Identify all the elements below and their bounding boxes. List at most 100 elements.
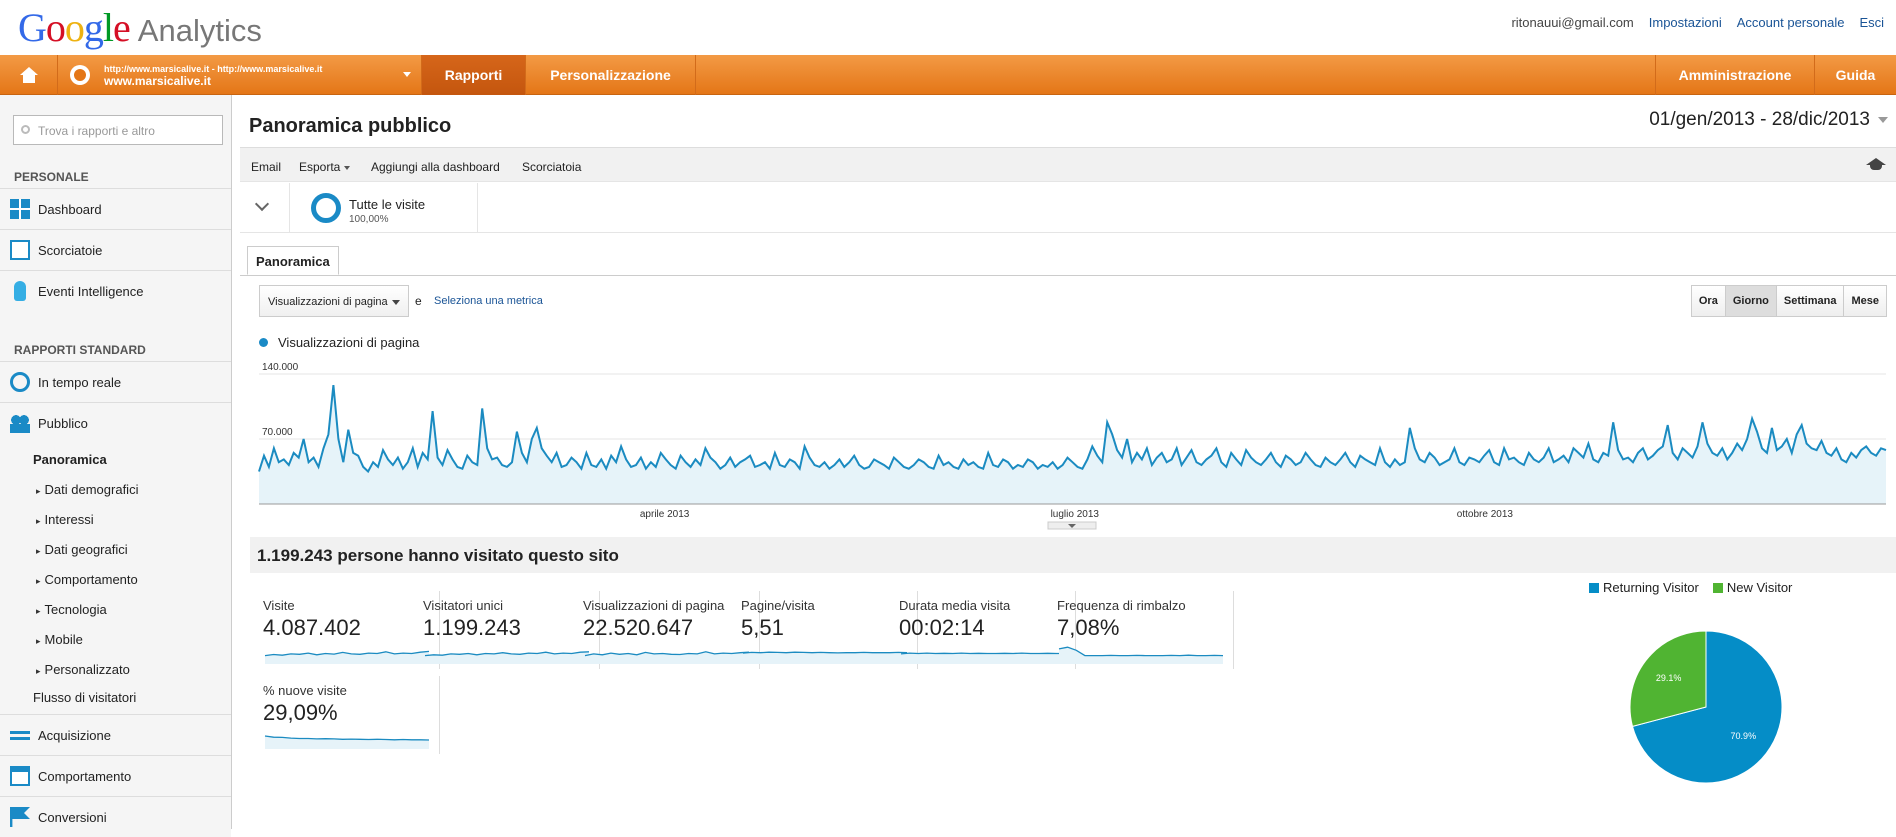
sparkline-area bbox=[265, 651, 429, 664]
people-icon bbox=[10, 413, 30, 433]
segment-all-visits[interactable]: Tutte le visite 100,00% bbox=[290, 183, 478, 233]
flag-icon bbox=[10, 807, 30, 827]
add-to-dashboard-button[interactable]: Aggiungi alla dashboard bbox=[371, 160, 500, 174]
sidebar-item-realtime[interactable]: In tempo reale bbox=[0, 361, 231, 402]
sidebar-sub-custom[interactable]: Personalizzato bbox=[36, 662, 130, 677]
metric-card[interactable]: Pagine/visita 5,51 bbox=[738, 591, 918, 669]
metric-value: 7,08% bbox=[1057, 615, 1120, 640]
segment-bar: Tutte le visite 100,00% bbox=[240, 183, 1896, 233]
metric-select[interactable]: Visualizzazioni di pagina bbox=[259, 285, 409, 317]
granularity-week[interactable]: Settimana bbox=[1776, 286, 1845, 316]
pie-slice-label: 70.9% bbox=[1731, 731, 1757, 741]
lightbulb-icon bbox=[14, 281, 26, 301]
sidebar-sub-demographics[interactable]: Dati demografici bbox=[36, 482, 139, 497]
metric-card[interactable]: Visitatori unici 1.199.243 bbox=[420, 591, 600, 669]
sidebar-item-shortcuts[interactable]: Scorciatoie bbox=[0, 229, 231, 270]
sparkline-area bbox=[425, 651, 589, 664]
sidebar-sub-interests[interactable]: Interessi bbox=[36, 512, 94, 527]
google-analytics-logo[interactable]: Google Analytics bbox=[18, 5, 262, 50]
tab-divider bbox=[240, 275, 1896, 276]
property-selector[interactable]: http://www.marsicalive.it - http://www.m… bbox=[58, 55, 422, 95]
sidebar-item-behavior[interactable]: Comportamento bbox=[0, 755, 231, 796]
date-range-picker[interactable]: 01/gen/2013 - 28/dic/2013 bbox=[1649, 109, 1888, 131]
metric-sparkline bbox=[264, 735, 430, 749]
sparkline-line bbox=[424, 651, 590, 657]
metric-value: 4.087.402 bbox=[263, 615, 361, 640]
sidebar-sub-mobile[interactable]: Mobile bbox=[36, 632, 83, 647]
metric-sparkline bbox=[900, 652, 1065, 664]
sidebar-sub-behavior[interactable]: Comportamento bbox=[36, 572, 138, 587]
sparkline-line bbox=[264, 735, 430, 741]
x-tick-label: aprile 2013 bbox=[640, 509, 690, 520]
account-link[interactable]: Account personale bbox=[1736, 15, 1845, 30]
sidebar-sub-overview[interactable]: Panoramica bbox=[33, 452, 107, 467]
behavior-screen-icon bbox=[10, 766, 30, 786]
caret-down-icon bbox=[344, 165, 351, 170]
series-area bbox=[259, 385, 1886, 504]
acquisition-arrows-icon bbox=[10, 725, 30, 745]
tab-overview[interactable]: Panoramica bbox=[247, 246, 339, 275]
metric-value: 22.520.647 bbox=[583, 615, 694, 640]
sidebar-item-acquisition[interactable]: Acquisizione bbox=[0, 714, 231, 755]
sidebar-item-conversions[interactable]: Conversioni bbox=[0, 796, 231, 837]
email-button[interactable]: Email bbox=[251, 160, 282, 174]
sparkline-area bbox=[901, 653, 1065, 664]
metric-card[interactable]: Visualizzazioni di pagina 22.520.647 bbox=[580, 591, 760, 669]
metric-title: % nuove visite bbox=[263, 683, 347, 698]
shortcut-button[interactable]: Scorciatoia bbox=[522, 160, 582, 174]
metric-card[interactable]: Durata media visita 00:02:14 bbox=[896, 591, 1076, 669]
caret-down-icon bbox=[392, 300, 400, 305]
metric-sparkline bbox=[1058, 646, 1224, 664]
granularity-month[interactable]: Mese bbox=[1844, 286, 1886, 316]
help-button[interactable]: Guida bbox=[1835, 67, 1876, 83]
top-header: Google Analytics ritonauui@gmail.com Impo… bbox=[0, 0, 1896, 55]
segment-expand-button[interactable] bbox=[240, 183, 290, 233]
metric-card[interactable]: Visite 4.087.402 bbox=[260, 591, 440, 669]
and-label: e bbox=[415, 294, 422, 308]
pie-slice[interactable] bbox=[1631, 630, 1783, 784]
segment-percent: 100,00% bbox=[349, 214, 389, 225]
legend-returning[interactable]: Returning Visitor bbox=[1589, 580, 1699, 595]
sidebar: Trova i rapporti e altro PERSONALE Dashb… bbox=[0, 95, 232, 837]
granularity-day[interactable]: Giorno bbox=[1725, 286, 1777, 316]
metric-card[interactable]: % nuove visite 29,09% bbox=[260, 676, 440, 754]
tab-personalizzazione[interactable]: Personalizzazione bbox=[526, 55, 696, 95]
sidebar-item-audience[interactable]: Pubblico bbox=[0, 402, 231, 443]
y-tick-label: 70.000 bbox=[262, 427, 293, 438]
tab-rapporti[interactable]: Rapporti bbox=[422, 55, 526, 95]
export-button[interactable]: Esporta bbox=[299, 160, 351, 174]
sidebar-sub-technology[interactable]: Tecnologia bbox=[36, 602, 107, 617]
property-urls: http://www.marsicalive.it - http://www.m… bbox=[104, 64, 323, 74]
sidebar-item-dashboard[interactable]: Dashboard bbox=[0, 188, 231, 229]
sidebar-item-intelligence[interactable]: Eventi Intelligence bbox=[0, 270, 231, 311]
sidebar-sub-visitor-flow[interactable]: Flusso di visitatori bbox=[33, 690, 137, 705]
caret-down-icon bbox=[403, 72, 411, 77]
segment-name: Tutte le visite bbox=[349, 197, 426, 212]
sparkline-line bbox=[742, 651, 908, 654]
legend-new[interactable]: New Visitor bbox=[1712, 580, 1792, 595]
metric-card[interactable]: Frequenza di rimbalzo 7,08% bbox=[1054, 591, 1234, 669]
select-metric-link[interactable]: Seleziona una metrica bbox=[434, 295, 543, 307]
sparkline-area bbox=[743, 652, 907, 664]
user-email: ritonauui@gmail.com bbox=[1511, 15, 1634, 30]
caret-down-icon bbox=[1068, 524, 1076, 528]
home-button[interactable] bbox=[0, 55, 58, 95]
logout-link[interactable]: Esci bbox=[1859, 15, 1884, 30]
sparkline-area bbox=[265, 736, 429, 749]
metric-sparkline bbox=[584, 651, 750, 664]
admin-button[interactable]: Amministrazione bbox=[1655, 55, 1815, 95]
pie-slice[interactable] bbox=[1629, 630, 1707, 727]
visitor-type-pie-chart: 70.9% 29.1% bbox=[1629, 630, 1783, 784]
legend-swatch bbox=[1712, 583, 1723, 593]
property-name: www.marsicalive.it bbox=[104, 74, 211, 88]
sparkline-line bbox=[1058, 646, 1224, 657]
metric-value: 00:02:14 bbox=[899, 615, 985, 640]
sidebar-sub-geo[interactable]: Dati geografici bbox=[36, 542, 128, 557]
series-legend-dot bbox=[259, 338, 268, 347]
graduation-cap-icon[interactable] bbox=[1866, 158, 1886, 172]
report-search-input[interactable]: Trova i rapporti e altro bbox=[13, 115, 223, 145]
granularity-hour[interactable]: Ora bbox=[1691, 286, 1726, 316]
search-icon bbox=[21, 125, 30, 134]
dashboard-icon bbox=[10, 199, 30, 219]
settings-link[interactable]: Impostazioni bbox=[1648, 15, 1722, 30]
